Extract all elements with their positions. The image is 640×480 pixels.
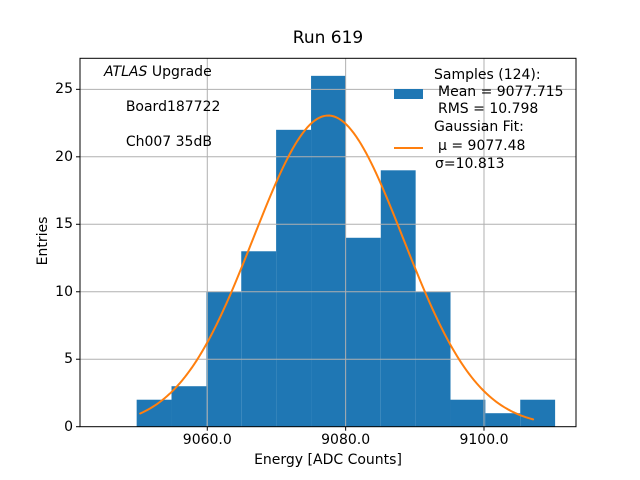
- histogram-bar: [241, 251, 277, 427]
- legend-sigma-label: σ=10.813: [435, 156, 505, 172]
- histogram-bar: [345, 237, 381, 427]
- axes-spines: [79, 57, 577, 428]
- chart-title: Run 619: [292, 28, 364, 48]
- annotation-channel: Ch007 35dB: [125, 133, 212, 150]
- y-tick-label: 20: [55, 148, 73, 165]
- legend-histogram-swatch: [394, 89, 423, 99]
- legend-mean-label: Mean = 9077.715: [438, 84, 564, 100]
- annotation-atlas: ATLAS: [104, 64, 148, 80]
- legend-fit-header: Gaussian Fit:: [434, 119, 524, 135]
- gaussian-fit-curve: [139, 114, 535, 421]
- legend-fit-line-swatch: [394, 147, 423, 149]
- y-tick-label: 15: [55, 216, 73, 233]
- annotation-upgrade: Upgrade: [147, 64, 212, 80]
- x-tick-label: 9060.0: [182, 432, 232, 448]
- y-tick-label: 5: [64, 351, 73, 368]
- histogram-bar: [276, 129, 312, 427]
- histogram-bar: [380, 170, 416, 427]
- histogram-bar: [171, 386, 207, 427]
- y-tick-label: 25: [55, 81, 73, 98]
- x-tick-label: 9100.0: [459, 432, 509, 448]
- histogram-bar: [520, 399, 556, 427]
- histogram-bar: [485, 413, 521, 427]
- x-axis-label: Energy [ADC Counts]: [254, 452, 402, 468]
- legend-mu-label: μ = 9077.48: [438, 138, 526, 154]
- legend-rms-label: RMS = 10.798: [438, 101, 539, 117]
- annotation-block: ATLAS Upgrade Board187722 Ch007 35dB: [104, 64, 220, 168]
- legend-samples-header: Samples (124):: [434, 67, 541, 83]
- histogram-bar: [311, 75, 346, 427]
- y-tick-label: 0: [64, 418, 73, 435]
- x-tick-label: 9080.0: [321, 432, 371, 448]
- histogram-bar: [450, 399, 486, 427]
- annotation-line1: ATLAS Upgrade: [104, 64, 212, 80]
- y-tick-label: 10: [55, 283, 73, 300]
- annotation-board: Board187722: [125, 98, 221, 115]
